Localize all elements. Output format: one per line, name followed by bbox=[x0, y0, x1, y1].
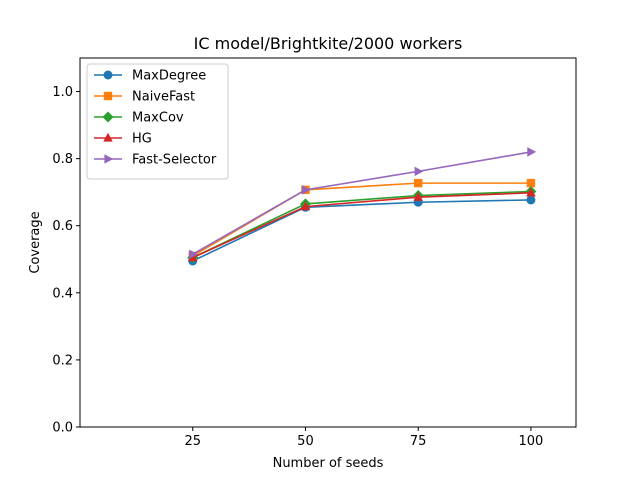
legend-marker bbox=[103, 91, 113, 101]
legend-item-fast-selector: Fast-Selector bbox=[94, 153, 217, 168]
legend-label: MaxCov bbox=[132, 111, 184, 126]
legend-marker bbox=[104, 154, 114, 164]
legend-item-maxcov: MaxCov bbox=[94, 111, 184, 126]
y-axis: 0.0 0.2 0.4 0.6 0.8 1.0 bbox=[52, 85, 80, 436]
series-line-fast-selector bbox=[192, 151, 532, 255]
data-point-naivefast bbox=[413, 178, 423, 188]
data-point-naivefast bbox=[526, 178, 536, 188]
data-point-hg bbox=[300, 201, 311, 211]
x-axis: 25 50 75 100 bbox=[184, 427, 543, 449]
legend: MaxDegree NaiveFast MaxCov HG Fast-Selector bbox=[86, 63, 229, 180]
y-tick-label: 0.6 bbox=[52, 219, 73, 234]
legend-item-naivefast: NaiveFast bbox=[94, 90, 195, 105]
y-tick-label: 1.0 bbox=[52, 85, 73, 100]
data-point-maxdegree bbox=[526, 195, 536, 205]
series-line-maxcov bbox=[192, 190, 531, 259]
legend-item-hg: HG bbox=[94, 132, 152, 147]
series-line-maxdegree bbox=[192, 199, 531, 262]
y-tick-label: 0.8 bbox=[52, 152, 73, 167]
legend-label: NaiveFast bbox=[132, 90, 195, 105]
series-fast-selector bbox=[189, 147, 537, 260]
data-point-fast-selector bbox=[189, 249, 198, 260]
legend-box bbox=[86, 63, 229, 180]
y-axis-label: Coverage bbox=[28, 211, 43, 273]
legend-label: Fast-Selector bbox=[132, 153, 217, 168]
legend-marker bbox=[103, 132, 113, 142]
legend-label: HG bbox=[132, 132, 152, 147]
data-point-fast-selector bbox=[414, 166, 424, 177]
data-point-fast-selector bbox=[301, 185, 311, 195]
x-tick-label: 50 bbox=[297, 434, 314, 449]
x-tick-label: 100 bbox=[518, 434, 543, 449]
legend-marker bbox=[102, 111, 114, 123]
plot-area bbox=[187, 147, 537, 266]
y-tick-label: 0.4 bbox=[52, 286, 73, 301]
y-tick-label: 0.0 bbox=[52, 421, 73, 436]
x-tick-label: 75 bbox=[410, 434, 427, 449]
data-point-hg bbox=[526, 187, 536, 197]
legend-item-maxdegree: MaxDegree bbox=[94, 69, 206, 84]
x-tick-label: 25 bbox=[184, 434, 201, 449]
series-line-hg bbox=[192, 192, 531, 259]
plot-frame bbox=[79, 57, 577, 428]
x-axis-label: Number of seeds bbox=[273, 456, 384, 471]
y-tick-label: 0.2 bbox=[52, 353, 73, 368]
legend-marker bbox=[103, 70, 113, 80]
chart-title: IC model/Brightkite/2000 workers bbox=[194, 34, 463, 53]
data-point-hg bbox=[413, 192, 423, 201]
data-point-fast-selector bbox=[527, 147, 537, 157]
legend-label: MaxDegree bbox=[132, 69, 206, 84]
